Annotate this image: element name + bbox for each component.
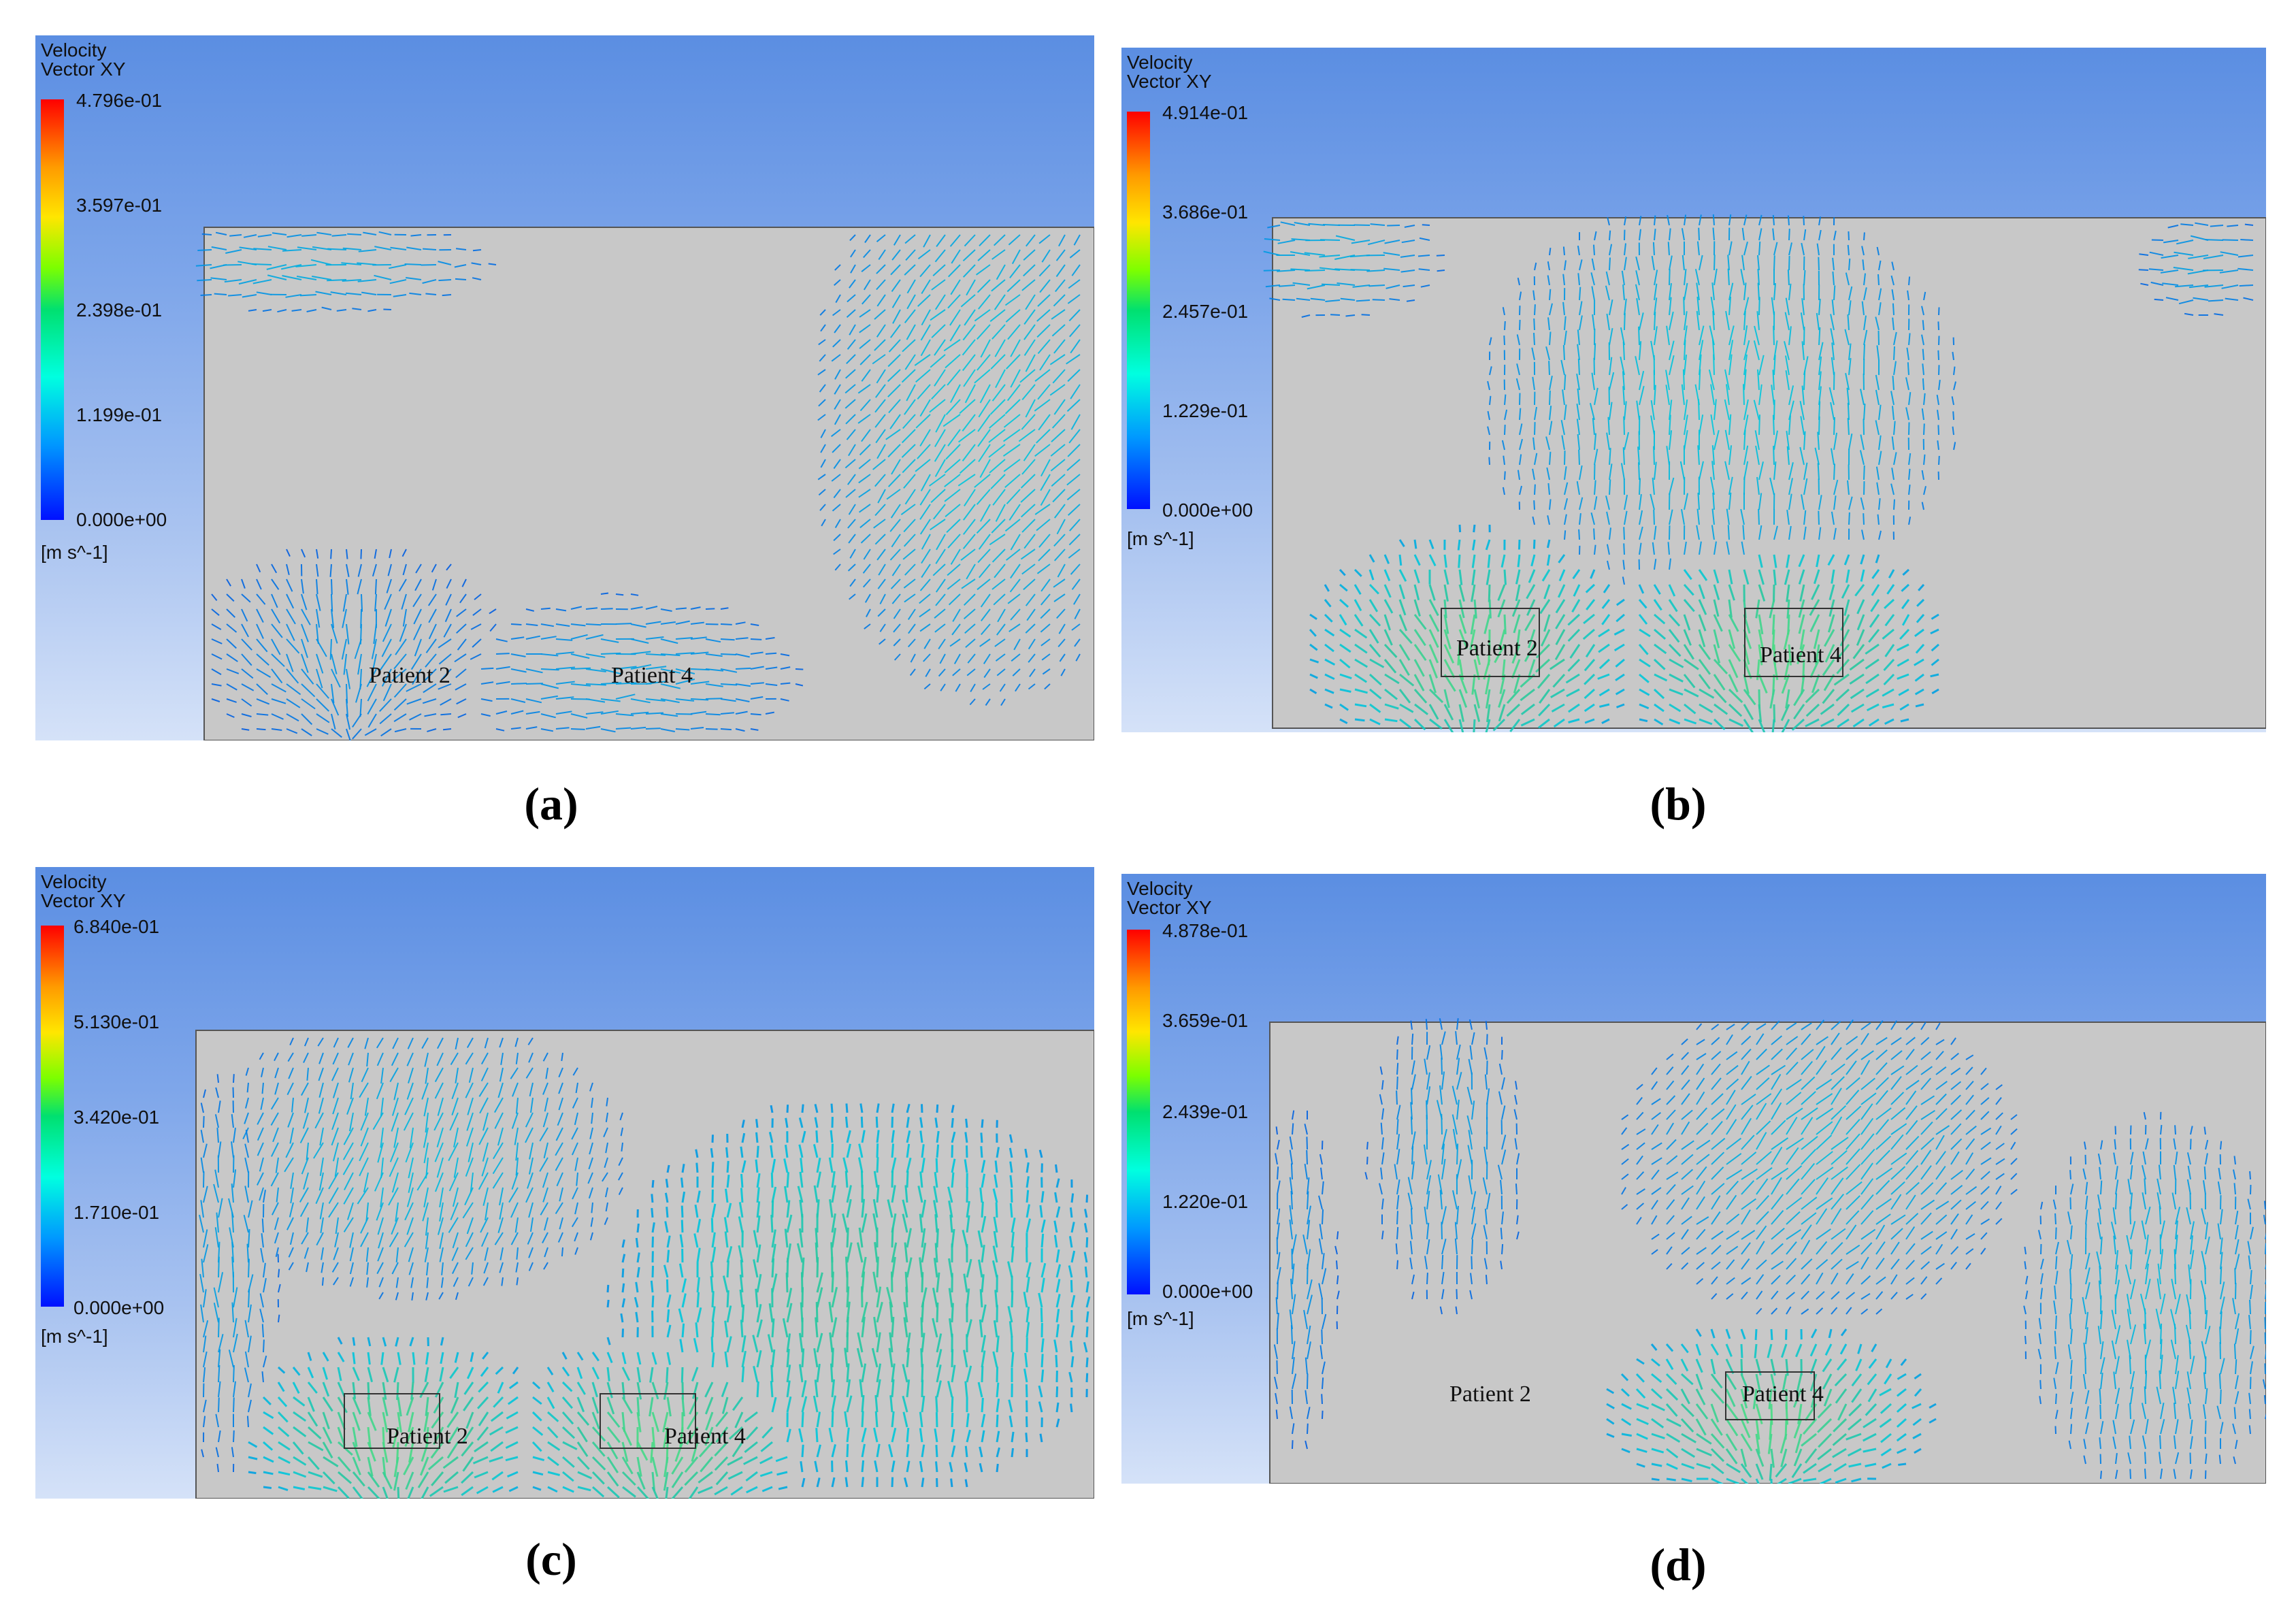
vector-field-d bbox=[1269, 1018, 2266, 1484]
patient-4-label: Patient 4 bbox=[1760, 642, 1841, 668]
legend-tick: 2.398e-01 bbox=[76, 299, 163, 321]
patient-4-label: Patient 4 bbox=[611, 663, 693, 688]
legend-unit: [m s^-1] bbox=[41, 542, 108, 563]
legend-tick: 3.659e-01 bbox=[1162, 1010, 1249, 1031]
legend-unit: [m s^-1] bbox=[41, 1326, 108, 1347]
color-scale-bar bbox=[41, 926, 64, 1307]
panel-d: Velocity Vector XY 4.878e-01 3.659e-01 2… bbox=[1121, 874, 2266, 1484]
vector-field-b bbox=[1263, 214, 2266, 732]
legend-title: Velocity Vector XY bbox=[1127, 878, 1212, 918]
legend-tick: 1.229e-01 bbox=[1162, 400, 1249, 421]
legend-tick: 5.130e-01 bbox=[73, 1011, 160, 1032]
legend-tick: 4.878e-01 bbox=[1162, 920, 1249, 941]
legend-tick: 0.000e+00 bbox=[1162, 500, 1253, 521]
panel-b: Velocity Vector XY 4.914e-01 3.686e-01 2… bbox=[1121, 48, 2266, 732]
legend-tick: 3.420e-01 bbox=[73, 1107, 160, 1128]
panel-c: Velocity Vector XY 6.840e-01 5.130e-01 3… bbox=[35, 867, 1094, 1499]
legend-unit: [m s^-1] bbox=[1127, 528, 1194, 549]
legend-tick: 0.000e+00 bbox=[73, 1297, 165, 1318]
patient-2-label: Patient 2 bbox=[1456, 636, 1538, 661]
vector-field-c bbox=[195, 1030, 1094, 1499]
patient-2-label: Patient 2 bbox=[369, 663, 450, 688]
legend-tick: 4.914e-01 bbox=[1162, 102, 1249, 123]
patient-2-label: Patient 2 bbox=[387, 1424, 468, 1449]
legend-tick: 2.439e-01 bbox=[1162, 1101, 1249, 1122]
legend-title: Velocity Vector XY bbox=[41, 39, 126, 80]
legend-tick: 0.000e+00 bbox=[76, 509, 167, 530]
patient-4-label: Patient 4 bbox=[664, 1424, 746, 1449]
legend-tick: 1.199e-01 bbox=[76, 404, 163, 425]
panel-c-caption: (c) bbox=[525, 1533, 577, 1585]
vector-field-a bbox=[195, 227, 1094, 740]
legend-tick: 4.796e-01 bbox=[76, 90, 163, 111]
legend-tick: 3.686e-01 bbox=[1162, 201, 1249, 223]
legend-tick: 1.220e-01 bbox=[1162, 1191, 1249, 1212]
panel-a: Velocity Vector XY 4.796e-01 3.597e-01 2… bbox=[35, 35, 1094, 740]
legend-unit: [m s^-1] bbox=[1127, 1308, 1194, 1329]
legend-title: Velocity Vector XY bbox=[41, 871, 126, 911]
legend-tick: 1.710e-01 bbox=[73, 1202, 160, 1223]
legend-tick: 6.840e-01 bbox=[73, 916, 160, 937]
legend-title: Velocity Vector XY bbox=[1127, 52, 1212, 92]
panel-b-caption: (b) bbox=[1650, 778, 1707, 830]
legend-tick: 3.597e-01 bbox=[76, 195, 163, 216]
color-scale-bar bbox=[1127, 112, 1150, 509]
panel-d-caption: (d) bbox=[1650, 1539, 1707, 1590]
legend-tick: 0.000e+00 bbox=[1162, 1281, 1253, 1302]
patient-2-label: Patient 2 bbox=[1449, 1382, 1531, 1407]
patient-4-label: Patient 4 bbox=[1742, 1382, 1824, 1407]
color-scale-bar bbox=[41, 99, 64, 520]
panel-a-caption: (a) bbox=[524, 778, 578, 830]
legend-tick: 2.457e-01 bbox=[1162, 301, 1249, 322]
color-scale-bar bbox=[1127, 930, 1150, 1294]
